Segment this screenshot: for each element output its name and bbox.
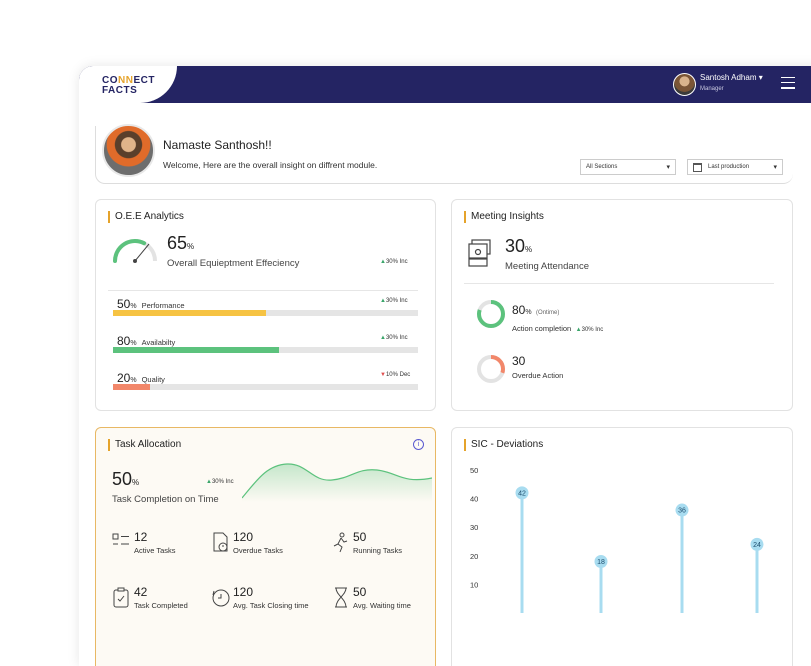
welcome-banner	[95, 126, 793, 184]
sic-deviations-card: SIC - Deviations 50 40 30 20 10 42 18 36 24	[451, 427, 793, 666]
greeting-title: Namaste Santhosh!!	[163, 138, 272, 152]
action-completion-value: 80% (Ontime)	[512, 303, 560, 317]
meeting-insights-card: Meeting Insights 30% Meeting Attendance …	[451, 199, 793, 411]
clipboard-check-icon	[113, 587, 129, 608]
clock-refresh-icon	[212, 589, 230, 607]
meeting-board-icon	[468, 239, 491, 267]
overdue-action-label: Overdue Action	[512, 371, 564, 380]
action-completion-label: Action completion ▲30% Inc	[512, 324, 604, 333]
top-navbar: CONNECT FACTS Santosh Adham ▾ Manager	[79, 66, 811, 103]
metric-value: 50% Performance	[117, 297, 185, 311]
profile-avatar	[102, 124, 155, 177]
metric-value: 20% Quality	[117, 371, 165, 385]
divider	[464, 283, 774, 284]
bar-value-marker[interactable]	[675, 503, 689, 517]
task-stat-value: 50	[353, 530, 367, 544]
y-tick-label: 20	[470, 552, 478, 561]
oee-value: 65%	[167, 233, 195, 253]
task-stat-label: Active Tasks	[134, 546, 176, 555]
metric-change: ▲30% Inc	[380, 335, 408, 341]
bar-value-marker[interactable]	[594, 555, 608, 569]
metric-progress-bar	[113, 310, 418, 316]
task-stat-label: Running Tasks	[353, 546, 403, 555]
task-completion-label: Task Completion on Time	[112, 494, 219, 505]
user-avatar[interactable]	[673, 73, 696, 96]
metric-progress-bar	[113, 384, 418, 390]
oee-gauge	[113, 239, 157, 263]
document-clock-icon	[213, 532, 228, 552]
attendance-value: 30%	[505, 236, 533, 256]
running-person-icon	[333, 532, 348, 553]
card-title: O.E.E Analytics	[108, 211, 184, 223]
task-stat-label: Overdue Tasks	[233, 546, 283, 555]
metric-progress-fill	[113, 310, 266, 316]
metric-label: Performance	[141, 301, 185, 310]
metric-progress-bar	[113, 347, 418, 353]
task-stat-value: 120	[233, 585, 254, 599]
task-stat-value: 50	[353, 585, 367, 599]
user-role: Manager	[700, 86, 724, 92]
metric-label: Quality	[141, 375, 165, 384]
production-select[interactable]: Last production ▾	[687, 159, 783, 175]
app-window: CONNECT FACTS Santosh Adham ▾ Manager Na…	[79, 66, 811, 666]
user-name-dropdown[interactable]: Santosh Adham ▾	[700, 73, 763, 82]
metric-value: 80% Availabilty	[117, 334, 176, 348]
hamburger-menu-icon[interactable]	[781, 77, 795, 89]
task-trend-sparkline	[242, 463, 432, 502]
chevron-down-icon: ▾	[773, 164, 777, 171]
task-stat-value: 42	[134, 585, 148, 599]
metric-change: ▲30% Inc	[380, 298, 408, 304]
greeting-subtitle: Welcome, Here are the overall insight on…	[163, 160, 378, 170]
task-stat-label: Avg. Task Closing time	[233, 601, 309, 610]
task-stat-value: 120	[233, 530, 254, 544]
hourglass-icon	[335, 587, 347, 608]
y-tick-label: 50	[470, 466, 478, 475]
logo-line2: FACTS	[102, 85, 138, 96]
divider	[108, 290, 418, 291]
metric-label: Availabilty	[141, 338, 176, 347]
task-stat-label: Avg. Waiting time	[353, 601, 411, 610]
action-completion-ring	[477, 300, 505, 328]
calendar-icon	[693, 163, 702, 172]
metric-change: ▼10% Dec	[380, 372, 411, 378]
chart-title: SIC - Deviations	[464, 439, 543, 451]
y-tick-label: 10	[470, 580, 478, 589]
overdue-action-value: 30	[512, 354, 526, 368]
bar-value-marker[interactable]	[750, 537, 764, 551]
task-change: ▲30% Inc	[206, 479, 234, 485]
bar-data-label: 36	[678, 508, 686, 515]
bar-data-label: 18	[597, 559, 605, 566]
oee-analytics-card: O.E.E Analytics 65% Overall Equieptment …	[95, 199, 436, 411]
oee-label: Overall Equieptment Effeciency	[167, 258, 300, 269]
metric-progress-fill	[113, 347, 280, 353]
chevron-down-icon: ▾	[666, 164, 670, 171]
logo[interactable]: CONNECT FACTS	[79, 66, 177, 103]
info-icon[interactable]: i	[413, 439, 424, 450]
attendance-label: Meeting Attendance	[505, 261, 589, 272]
task-allocation-card: Task Allocation i 50% Task Completion on…	[95, 427, 436, 666]
logo-line1: CONNECT	[102, 75, 155, 86]
section-select[interactable]: All Sections ▾	[580, 159, 676, 175]
y-tick-label: 40	[470, 495, 478, 504]
card-title: Task Allocation	[108, 439, 181, 451]
metric-progress-fill	[113, 384, 150, 390]
overdue-action-ring	[477, 355, 505, 383]
bar-value-marker[interactable]	[515, 486, 529, 500]
sic-deviations-chart: 50 40 30 20 10 42 18 36 24	[470, 466, 764, 613]
task-completion-value: 50%	[112, 469, 140, 489]
task-stat-label: Task Completed	[134, 601, 188, 610]
task-stat-value: 12	[134, 530, 148, 544]
card-title: Meeting Insights	[464, 211, 544, 223]
y-tick-label: 30	[470, 523, 478, 532]
list-icon	[112, 533, 129, 545]
bar-data-label: 42	[518, 490, 526, 497]
bar-data-label: 24	[753, 542, 761, 549]
oee-change: ▲30% Inc	[380, 259, 408, 265]
